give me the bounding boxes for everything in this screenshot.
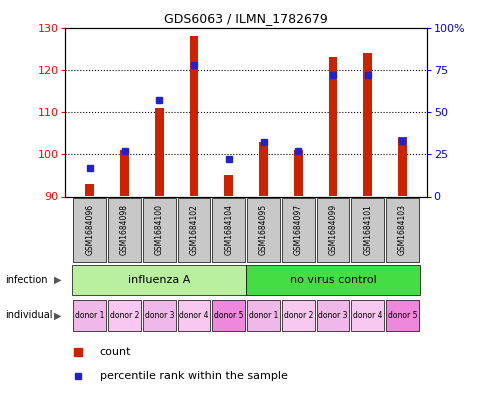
Text: ▶: ▶ <box>53 275 61 285</box>
Text: GSM1684097: GSM1684097 <box>293 204 302 255</box>
Bar <box>351 300 383 331</box>
Text: GSM1684096: GSM1684096 <box>85 204 94 255</box>
Bar <box>385 300 418 331</box>
Bar <box>108 300 140 331</box>
Text: GSM1684104: GSM1684104 <box>224 204 233 255</box>
Bar <box>212 300 244 331</box>
Bar <box>247 198 279 262</box>
Text: infection: infection <box>5 275 47 285</box>
Bar <box>293 150 302 196</box>
Text: ▶: ▶ <box>53 310 61 320</box>
Bar <box>212 198 244 262</box>
Text: donor 5: donor 5 <box>213 311 243 320</box>
Bar <box>385 198 418 262</box>
Bar <box>351 198 383 262</box>
Text: donor 2: donor 2 <box>109 311 139 320</box>
Text: donor 2: donor 2 <box>283 311 312 320</box>
Bar <box>143 300 175 331</box>
Bar <box>154 108 163 196</box>
Bar <box>177 300 210 331</box>
Bar <box>72 264 245 296</box>
Text: influenza A: influenza A <box>128 275 190 285</box>
Text: GSM1684095: GSM1684095 <box>258 204 268 255</box>
Bar <box>363 53 371 196</box>
Bar <box>258 141 267 196</box>
Text: individual: individual <box>5 310 52 320</box>
Text: count: count <box>100 347 131 357</box>
Text: donor 3: donor 3 <box>144 311 174 320</box>
Text: donor 1: donor 1 <box>75 311 104 320</box>
Text: donor 5: donor 5 <box>387 311 416 320</box>
Bar <box>224 175 233 196</box>
Bar <box>397 137 406 196</box>
Text: GSM1684103: GSM1684103 <box>397 204 406 255</box>
Bar <box>73 198 106 262</box>
Bar <box>247 300 279 331</box>
Text: GSM1684102: GSM1684102 <box>189 204 198 255</box>
Text: GSM1684098: GSM1684098 <box>120 204 129 255</box>
Title: GDS6063 / ILMN_1782679: GDS6063 / ILMN_1782679 <box>164 12 327 25</box>
Bar <box>120 150 129 196</box>
Text: donor 1: donor 1 <box>248 311 278 320</box>
Text: no virus control: no virus control <box>289 275 376 285</box>
Text: GSM1684101: GSM1684101 <box>363 204 371 255</box>
Text: GSM1684100: GSM1684100 <box>154 204 164 255</box>
Bar <box>245 264 419 296</box>
Bar <box>281 198 314 262</box>
Text: donor 4: donor 4 <box>352 311 382 320</box>
Bar <box>108 198 140 262</box>
Bar <box>143 198 175 262</box>
Bar <box>73 300 106 331</box>
Bar <box>85 184 94 196</box>
Bar <box>328 57 337 196</box>
Text: percentile rank within the sample: percentile rank within the sample <box>100 371 287 381</box>
Bar <box>177 198 210 262</box>
Text: donor 4: donor 4 <box>179 311 208 320</box>
Bar <box>189 36 198 197</box>
Text: donor 3: donor 3 <box>318 311 347 320</box>
Bar <box>316 300 348 331</box>
Text: GSM1684099: GSM1684099 <box>328 204 337 255</box>
Bar <box>316 198 348 262</box>
Bar <box>281 300 314 331</box>
